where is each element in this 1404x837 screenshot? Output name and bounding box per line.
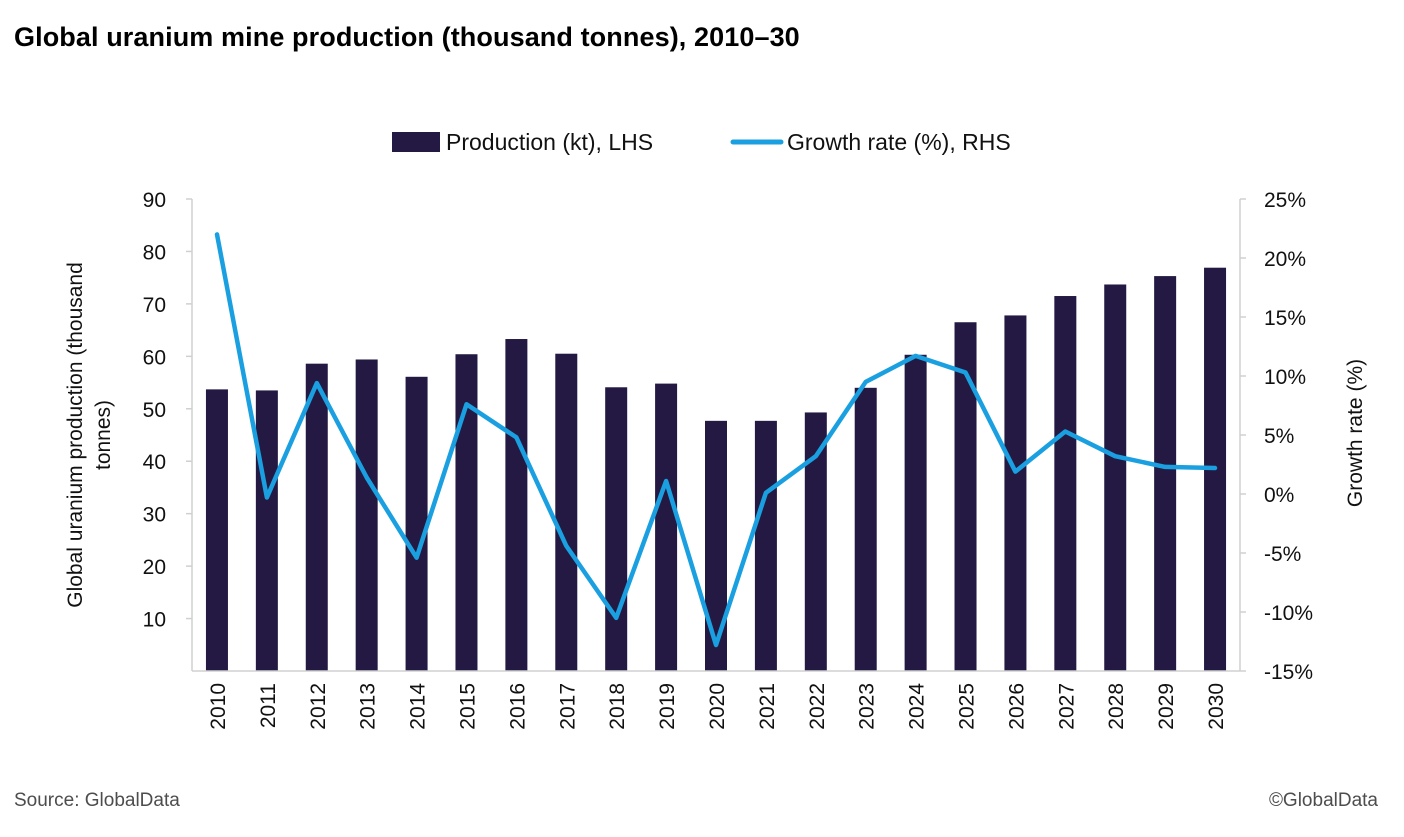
left-axis-label-line: tonnes) (92, 400, 115, 470)
bar-2028 (1104, 284, 1127, 671)
source-note: Source: GlobalData (14, 790, 180, 811)
right-tick-label: -5% (1264, 543, 1301, 566)
line-series (214, 232, 1218, 648)
right-tick-label: -10% (1264, 602, 1313, 625)
left-axis: 10 20 30 40 50 60 70 80 90 Global uranium product… (64, 189, 193, 671)
bar-2024 (904, 354, 927, 671)
left-tick-label: 70 (143, 294, 166, 317)
bar-2027 (1054, 296, 1077, 671)
right-axis-label: Growth rate (%) (1344, 359, 1367, 507)
right-tick-label: 10% (1264, 366, 1306, 389)
bar-2013 (355, 359, 378, 671)
x-tick-label-text: 2025 (956, 683, 979, 730)
x-axis: 2010 2011 2012 2013 2014 2015 2016 2017 2018 2019… (192, 670, 1240, 730)
left-tick-label: 50 (143, 399, 166, 422)
bar-2012 (305, 363, 328, 671)
x-tick-label-text: 2020 (706, 683, 729, 730)
x-tick-label-text: 2027 (1055, 683, 1078, 730)
chart-svg: Production (kt), LHS Growth rate (%), RHS… (64, 129, 1367, 730)
x-tick-label: 2028 (1105, 683, 1128, 730)
right-tick-label: 5% (1264, 425, 1294, 448)
x-tick-label-text: 2023 (856, 683, 879, 730)
x-tick-label: 2029 (1155, 683, 1178, 730)
left-axis-label: Global uranium production (thousand tonne… (64, 262, 115, 608)
bar-2011 (255, 390, 278, 671)
x-tick-label: 2018 (606, 683, 629, 730)
left-tick-label: 90 (143, 189, 166, 212)
left-tick-label: 10 (143, 609, 166, 632)
x-tick-label-text: 2028 (1105, 683, 1128, 730)
right-axis: -15% -10% -5% 0% 5% 10% 15% 20% 25% Growth rate (… (1239, 189, 1367, 684)
x-tick-label: 2015 (456, 683, 479, 730)
right-tick-label: -15% (1264, 661, 1313, 684)
bar-2016 (505, 339, 528, 671)
bar-2021 (754, 420, 777, 671)
x-tick-label-text: 2024 (906, 683, 929, 730)
legend-label-growth: Growth rate (%), RHS (787, 129, 1011, 155)
x-tick-label-text: 2012 (307, 683, 330, 730)
x-tick-label-text: 2016 (506, 683, 529, 730)
x-tick-label-text: 2015 (456, 683, 479, 730)
x-tick-label-text: 2017 (556, 683, 579, 730)
x-tick-label: 2011 (257, 683, 280, 728)
x-tick-label-text: 2029 (1155, 683, 1178, 730)
legend-swatch-production (392, 132, 440, 152)
left-tick-label: 30 (143, 504, 166, 527)
x-tick-label: 2025 (956, 683, 979, 730)
x-tick-label: 2027 (1055, 683, 1078, 730)
x-tick-label-text: 2010 (207, 683, 230, 730)
bar-2026 (1004, 315, 1027, 671)
legend-label-production: Production (kt), LHS (446, 129, 653, 155)
bar-2010 (205, 389, 228, 671)
bar-2023 (854, 387, 877, 671)
x-tick-label: 2026 (1005, 683, 1028, 730)
x-tick-label: 2010 (207, 683, 230, 730)
right-axis-label-text: Growth rate (%) (1344, 359, 1367, 507)
x-tick-label-text: 2014 (407, 683, 430, 730)
x-tick-label-text: 2030 (1205, 683, 1228, 730)
x-tick-label: 2024 (906, 683, 929, 730)
left-tick-label: 20 (143, 556, 166, 579)
bar-2022 (804, 412, 827, 671)
x-tick-label-text: 2022 (806, 683, 829, 730)
x-tick-label: 2019 (656, 683, 679, 730)
x-tick-label: 2021 (756, 683, 779, 730)
bar-series (205, 267, 1227, 671)
left-tick-label: 40 (143, 451, 166, 474)
x-tick-label-text: 2018 (606, 683, 629, 730)
x-tick-label: 2030 (1205, 683, 1228, 730)
x-tick-label: 2023 (856, 683, 879, 730)
left-tick-label: 80 (143, 241, 166, 264)
right-tick-label: 20% (1264, 248, 1306, 271)
x-tick-label: 2017 (556, 683, 579, 730)
right-tick-label: 0% (1264, 484, 1294, 507)
bar-2029 (1154, 276, 1177, 671)
x-tick-label: 2014 (407, 683, 430, 730)
left-axis-label-line: Global uranium production (thousand (64, 262, 87, 608)
x-tick-label-text: 2026 (1005, 683, 1028, 730)
right-tick-label: 15% (1264, 307, 1306, 330)
x-tick-label: 2012 (307, 683, 330, 730)
chart-title: Global uranium mine production (thousand… (14, 22, 800, 52)
x-tick-label-text: 2021 (756, 683, 779, 730)
x-tick-label: 2016 (506, 683, 529, 730)
right-tick-label: 25% (1264, 189, 1306, 212)
bar-2020 (705, 420, 727, 671)
x-tick-label: 2020 (706, 683, 729, 730)
bar-2015 (455, 354, 478, 671)
bar-2018 (605, 387, 628, 671)
x-tick-label: 2022 (806, 683, 829, 730)
copyright-note: ©GlobalData (1268, 790, 1378, 811)
left-tick-label: 60 (143, 346, 166, 369)
bar-2014 (405, 376, 428, 671)
x-tick-label: 2013 (357, 683, 380, 730)
bar-2019 (655, 383, 678, 671)
bar-2017 (555, 353, 578, 671)
bar-2025 (954, 322, 977, 671)
x-tick-label-text: 2011 (257, 683, 280, 728)
legend: Production (kt), LHS Growth rate (%), RHS (392, 129, 1011, 155)
x-tick-label-text: 2013 (357, 683, 380, 730)
x-tick-label-text: 2019 (656, 683, 679, 730)
